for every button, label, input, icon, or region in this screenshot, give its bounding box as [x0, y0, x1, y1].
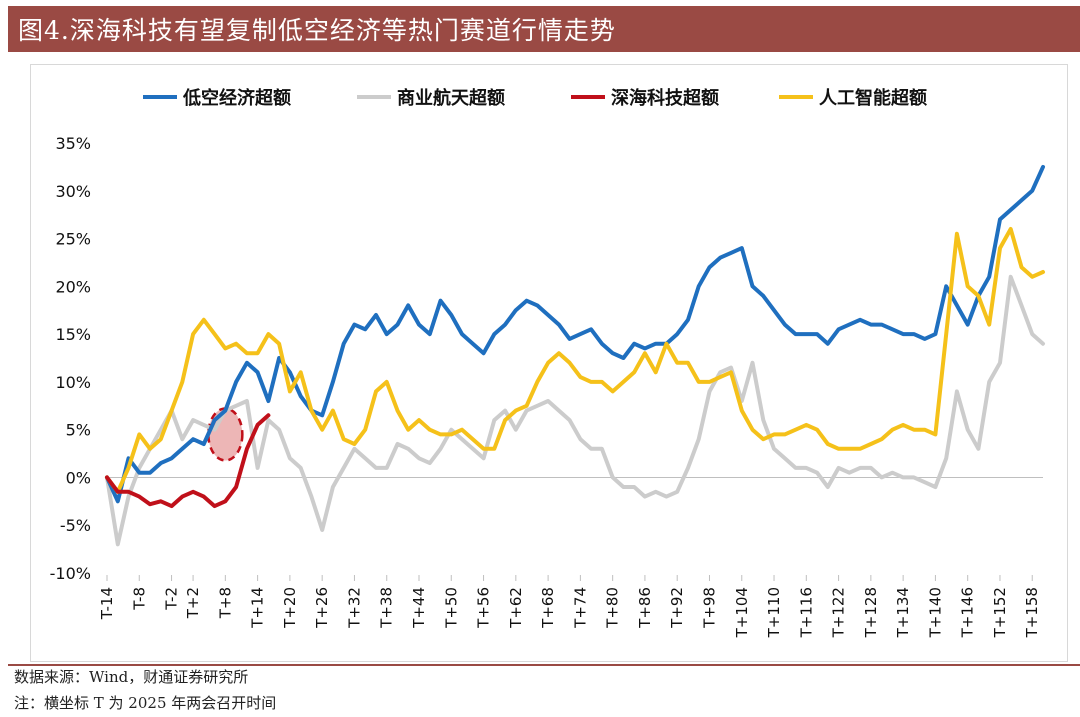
source-note: 数据来源：Wind，财通证券研究所: [14, 668, 249, 686]
y-tick-label: 15%: [55, 325, 91, 344]
y-tick-label: 30%: [55, 182, 91, 201]
x-tick-label: T+20: [281, 587, 299, 629]
x-tick-label: T+26: [313, 587, 331, 629]
x-tick-label: T-8: [130, 587, 148, 611]
series-line-0: [105, 164, 1045, 504]
x-tick-label: T+158: [1023, 587, 1041, 638]
x-tick-label: T+68: [539, 587, 557, 629]
x-tick-label: T+92: [668, 587, 686, 629]
y-tick-label: 20%: [55, 277, 91, 296]
x-tick-label: T+44: [410, 587, 428, 629]
legend-label: 人工智能超额: [819, 87, 927, 109]
x-tick-label: T+62: [507, 587, 525, 629]
x-tick-label: T+146: [959, 587, 977, 638]
y-tick-label: 10%: [55, 373, 91, 392]
chart-frame: -10% -5% 0% 5% 10% 15% 20% 25% 30% 35% T-14 T-8 T-2 T…: [30, 64, 1068, 662]
axis-note: 注：横坐标 T 为 2025 年两会召开时间: [14, 694, 277, 712]
y-tick-label: -10%: [50, 564, 91, 583]
x-tick-label: T+122: [830, 587, 848, 638]
x-tick-label: T+14: [249, 587, 267, 629]
series-line-3: [105, 227, 1045, 494]
highlight-ellipse: [207, 407, 244, 462]
x-tick-label: T+116: [797, 587, 815, 638]
line-chart: -10%-5%0%5%10%15%20%25%30%35%T-14 T-8 T-2 T…: [50, 87, 1045, 638]
x-tick-label: T+74: [571, 587, 589, 629]
legend-label: 低空经济超额: [182, 87, 291, 109]
y-tick-label: 35%: [55, 134, 91, 153]
y-tick-label: 0%: [66, 468, 91, 487]
y-tick-label: 5%: [66, 421, 91, 440]
x-tick-label: T+98: [700, 587, 718, 629]
x-tick-label: T+38: [378, 587, 396, 629]
y-tick-label: 25%: [55, 230, 91, 249]
x-tick-label: T+56: [475, 587, 493, 629]
x-tick-label: T+152: [991, 587, 1009, 638]
legend-label: 商业航天超额: [397, 87, 505, 109]
x-tick-label: T+32: [345, 587, 363, 629]
x-tick-label: T+50: [442, 587, 460, 629]
x-tick-label: T+104: [733, 587, 751, 638]
x-tick-label: T+2: [184, 587, 202, 619]
chart-title: 图4.深海科技有望复制低空经济等热门赛道行情走势: [18, 16, 616, 45]
series-line-1: [105, 274, 1045, 547]
series-line-2: [105, 413, 271, 509]
x-tick-label: T-14: [98, 587, 116, 620]
x-tick-label: T+86: [636, 587, 654, 629]
legend-label: 深海科技超额: [611, 87, 719, 109]
x-tick-label: T+110: [765, 587, 783, 638]
x-tick-label: T+128: [862, 587, 880, 638]
x-tick-label: T-2: [163, 587, 181, 611]
x-tick-label: T+8: [216, 587, 234, 619]
x-tick-label: T+140: [926, 587, 944, 638]
y-tick-label: -5%: [60, 516, 91, 535]
x-tick-label: T+134: [894, 587, 912, 638]
footer-divider: [8, 664, 1080, 666]
x-tick-label: T+80: [604, 587, 622, 629]
title-bar: 图4.深海科技有望复制低空经济等热门赛道行情走势: [8, 6, 1080, 52]
